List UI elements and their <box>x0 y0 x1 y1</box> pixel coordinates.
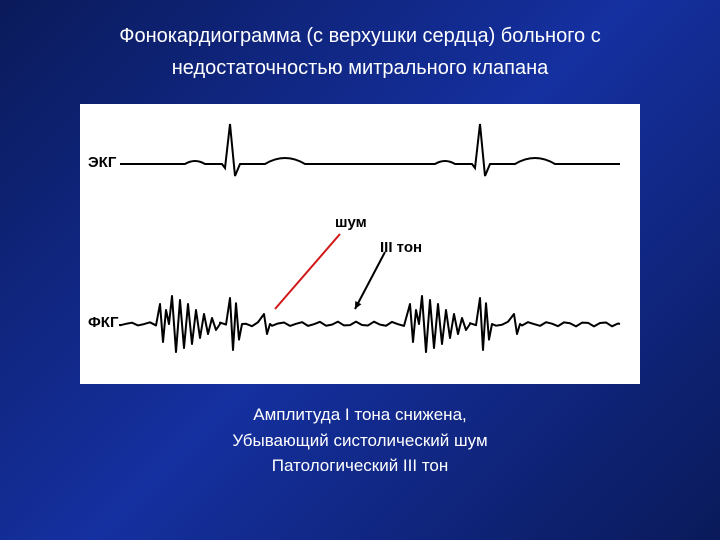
title-line-2: недостаточностью митрального клапана <box>172 57 549 79</box>
caption-line-1: Амплитуда I тона снижена, <box>0 402 720 428</box>
slide-title: Фонокардиограмма (с верхушки сердца) бол… <box>0 0 720 92</box>
third-tone-annotation: III тон <box>380 239 422 256</box>
ecg-axis-label: ЭКГ <box>88 154 116 171</box>
title-line-1: Фонокардиограмма (с верхушки сердца) бол… <box>119 25 601 47</box>
caption-block: Амплитуда I тона снижена, Убывающий сист… <box>0 402 720 479</box>
caption-line-3: Патологический III тон <box>0 453 720 479</box>
pcg-axis-label: ФКГ <box>88 314 118 331</box>
chart-panel: ЭКГ ФКГ шум III тон <box>80 104 640 384</box>
caption-line-2: Убывающий систолический шум <box>0 428 720 454</box>
traces-svg <box>80 104 640 384</box>
murmur-annotation: шум <box>335 214 367 231</box>
